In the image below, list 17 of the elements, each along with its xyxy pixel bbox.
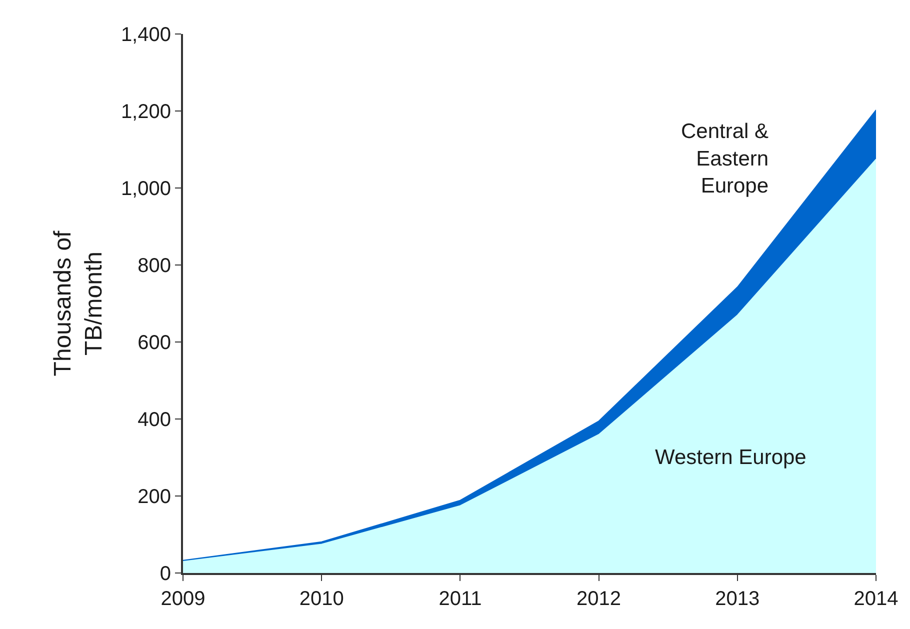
x-tick-label: 2012 [576,588,622,610]
y-tick-label: 1,200 [120,101,171,123]
y-tick-label: 400 [138,409,171,431]
y-tick-label: 600 [138,332,171,354]
y-axis-title: Thousands of TB/month [49,230,108,376]
series-label: Central & Eastern Europe [681,120,769,198]
x-tick-label: 2013 [715,588,760,610]
y-tick-label: 1,000 [120,178,171,200]
y-tick-label: 800 [138,255,171,277]
x-tick-label: 2014 [854,588,898,610]
x-tick-label: 2009 [160,588,206,610]
series-label: Western Europe [655,446,806,469]
x-tick-label: 2011 [438,588,482,610]
y-tick-label: 200 [138,486,171,508]
y-tick-label: 0 [160,563,171,585]
y-tick-label: 1,400 [120,24,171,46]
x-tick-label: 2010 [299,588,344,610]
